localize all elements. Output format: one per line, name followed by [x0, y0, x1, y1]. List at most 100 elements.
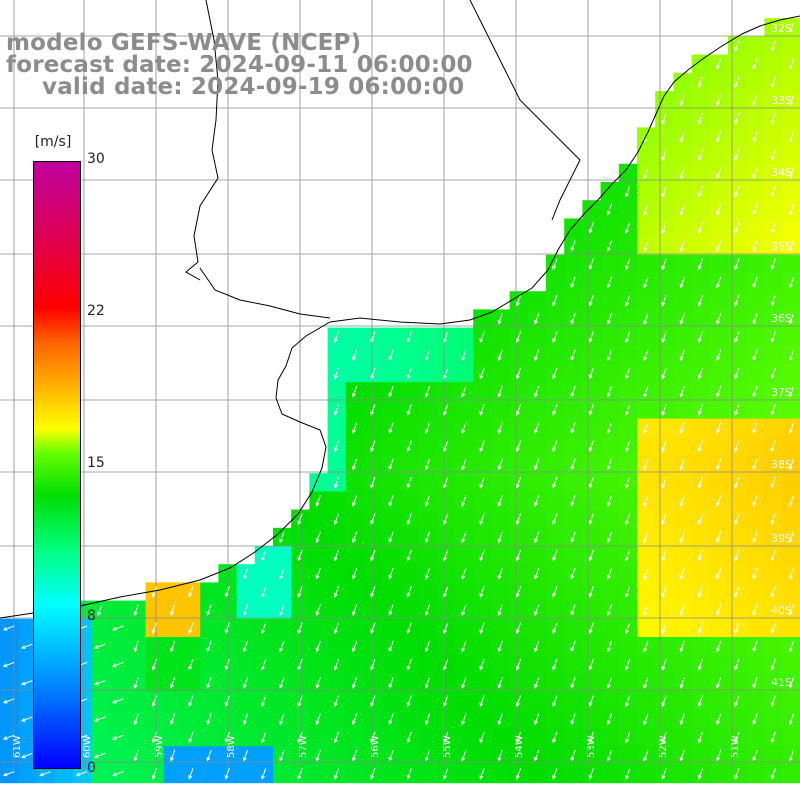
wind-arrow	[388, 640, 394, 652]
wind-speed-cell	[509, 673, 529, 693]
wind-arrow-head	[770, 229, 775, 234]
longitude-label: 58W	[226, 735, 237, 758]
wind-arrow	[607, 203, 613, 215]
wind-arrow	[443, 404, 449, 415]
wind-speed-cell	[418, 473, 438, 492]
wind-arrow-head	[770, 483, 775, 489]
wind-arrow-head	[552, 483, 557, 489]
wind-arrow	[643, 713, 649, 725]
wind-speed-cell	[637, 254, 656, 274]
wind-speed-cell	[400, 345, 420, 365]
wind-arrow-head	[206, 756, 211, 762]
wind-arrow-head	[679, 574, 684, 580]
wind-speed-cell	[18, 655, 37, 674]
wind-arrow-head	[716, 247, 720, 252]
latitude-label: 35S	[771, 240, 792, 253]
wind-arrow	[716, 58, 722, 70]
wind-arrow	[625, 185, 631, 197]
wind-arrow	[534, 495, 540, 506]
wind-arrow-head	[788, 247, 793, 252]
wind-arrow-head	[552, 338, 557, 343]
wind-arrow	[21, 680, 33, 685]
wind-arrow	[352, 531, 358, 543]
wind-arrow	[607, 640, 613, 652]
wind-arrow	[570, 495, 576, 506]
wind-arrow	[516, 768, 522, 779]
wind-arrow	[716, 604, 722, 616]
wind-speed-cell	[691, 163, 711, 183]
wind-arrow	[297, 731, 303, 743]
wind-arrow-head	[352, 538, 356, 544]
latitude-label: 36S	[771, 312, 792, 325]
wind-arrow-head	[570, 283, 575, 289]
wind-arrow-head	[770, 265, 775, 271]
wind-speed-cell	[655, 200, 674, 219]
wind-speed-cell	[673, 327, 693, 347]
wind-speed-cell	[455, 400, 474, 420]
wind-arrow	[643, 385, 649, 397]
wind-arrow	[589, 513, 594, 525]
wind-arrow-head	[770, 192, 775, 198]
wind-speed-cell	[382, 691, 401, 711]
wind-arrow-head	[570, 756, 575, 762]
wind-arrow-head	[188, 629, 193, 635]
wind-arrow	[625, 622, 631, 634]
wind-arrow-head	[643, 756, 648, 762]
wind-arrow-head	[552, 301, 557, 307]
wind-arrow-head	[661, 265, 666, 271]
wind-arrow-head	[588, 447, 593, 453]
wind-arrow	[589, 258, 594, 270]
wind-arrow-head	[352, 756, 356, 762]
wind-arrow-head	[224, 775, 229, 780]
wind-arrow-head	[93, 754, 99, 759]
wind-speed-cell	[473, 418, 492, 438]
wind-arrow-head	[188, 775, 193, 780]
wind-speed-cell	[546, 600, 565, 620]
wind-speed-cell	[600, 764, 620, 784]
wind-arrow-head	[515, 301, 520, 307]
wind-arrow-head	[679, 756, 684, 762]
wind-arrow	[461, 749, 467, 761]
wind-arrow-head	[625, 338, 629, 343]
wind-arrow-head	[279, 574, 284, 580]
wind-arrow-head	[734, 447, 739, 453]
wind-arrow-head	[242, 611, 247, 616]
wind-arrow-head	[734, 47, 739, 52]
wind-arrow-head	[261, 593, 265, 598]
wind-speed-cell	[691, 491, 711, 511]
wind-arrow	[734, 40, 740, 51]
wind-speed-cell	[163, 582, 183, 602]
wind-speed-cell	[236, 764, 256, 784]
wind-arrow-head	[734, 593, 739, 598]
wind-arrow-head	[388, 720, 393, 726]
wind-arrow	[734, 367, 740, 379]
wind-arrow	[425, 567, 431, 579]
wind-arrow-head	[388, 611, 393, 616]
wind-speed-cell	[709, 582, 729, 602]
wind-arrow-head	[406, 338, 411, 343]
wind-speed-cell	[764, 309, 784, 329]
wind-speed-cell	[782, 728, 800, 747]
wind-speed-cell	[618, 345, 638, 365]
wind-arrow	[552, 768, 558, 779]
wind-arrow-head	[497, 647, 502, 653]
wind-speed-cell	[127, 728, 147, 747]
wind-arrow-head	[606, 429, 611, 434]
wind-speed-cell	[782, 618, 800, 638]
wind-arrow-head	[770, 702, 775, 707]
wind-arrow	[570, 713, 576, 725]
wind-arrow	[461, 713, 467, 725]
wind-speed-cell	[546, 564, 565, 583]
wind-arrow-head	[716, 210, 720, 216]
wind-arrow-head	[625, 447, 629, 453]
wind-arrow-head	[461, 465, 466, 471]
wind-speed-cell	[364, 527, 383, 547]
wind-arrow	[334, 658, 340, 670]
wind-speed-cell	[509, 418, 529, 438]
wind-arrow	[3, 661, 15, 667]
wind-arrow-head	[661, 556, 666, 562]
wind-arrow-head	[625, 301, 629, 307]
wind-arrow-head	[534, 429, 538, 434]
wind-arrow-head	[570, 647, 575, 653]
wind-arrow	[534, 458, 540, 470]
